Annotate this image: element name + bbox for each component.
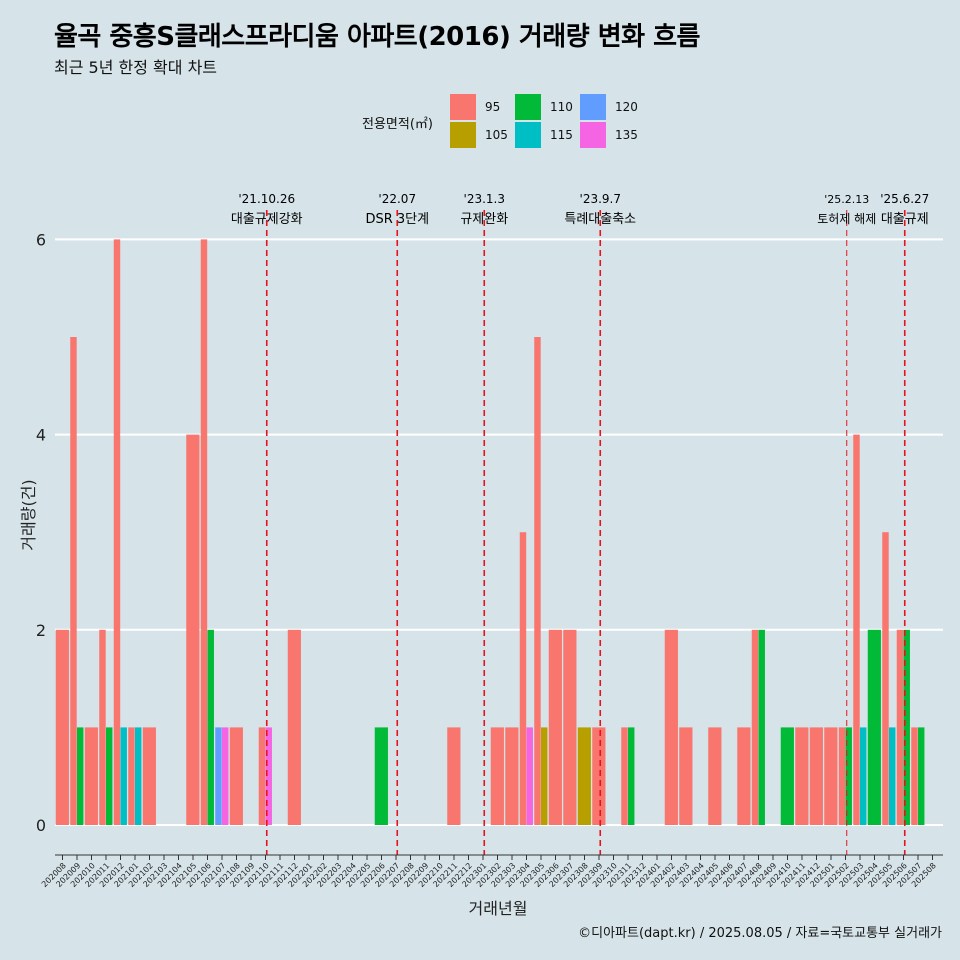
bar-202503-115 [860,727,867,825]
chart-title: 율곡 중흥S클래스프라디움 아파트(2016) 거래량 변화 흐름 [54,22,700,52]
event-date-202502: '25.2.13 [824,193,869,206]
bar-202505-115 [889,727,896,825]
bar-202107-120 [215,727,222,825]
bar-202305-105 [541,727,548,825]
event-date-202506: '25.6.27 [880,192,929,206]
source-caption: ©디아파트(dapt.kr) / 2025.08.05 / 자료=국토교통부 실… [578,926,942,941]
bar-202501-95 [824,727,838,825]
bar-202105-95 [186,434,200,825]
y-tick-label: 4 [36,426,46,445]
x-axis-title: 거래년월 [469,899,528,918]
bar-202106-110 [207,629,214,825]
bars [55,239,925,825]
bar-202112-95 [287,629,301,825]
y-axis: 0 2 4 6 거래량(건) [19,230,46,835]
bar-202308-105 [577,727,591,825]
bar-202407-95 [737,727,751,825]
legend-label-115: 115 [550,128,573,142]
event-date-202110: '21.10.26 [238,192,295,206]
bar-202408-110 [758,629,765,825]
bar-202106-95 [200,239,208,825]
y-axis-title: 거래량(건) [19,479,38,550]
bar-202403-95 [679,727,693,825]
y-tick-label: 2 [36,621,46,640]
bar-202506-95 [896,629,904,825]
legend-swatch-95 [450,94,476,120]
bar-202412-95 [809,727,823,825]
bar-202503-95 [853,434,860,825]
bar-202311-95 [621,727,628,825]
event-label-202110: 대출규제강화 [231,212,303,227]
event-date-202301: '23.1.3 [464,192,505,206]
bar-202309-95 [592,727,606,825]
bar-202110-95 [258,727,266,825]
bar-202505-95 [882,532,889,825]
event-label-202301: 규제완화 [460,212,508,227]
legend-swatch-115 [515,122,541,148]
bar-202101-115 [135,727,142,825]
bar-202010-95 [84,727,98,825]
bar-202008-95 [55,629,69,825]
bar-202012-115 [120,727,127,825]
event-label-202502: 토허제 해제 [817,212,876,226]
bar-202504-110 [867,629,881,825]
bar-202507-110 [918,727,925,825]
event-label-202309: 특례대출축소 [564,212,636,227]
bar-202304-135 [526,727,533,825]
bar-202108-95 [229,727,243,825]
bar-202107-135 [222,727,229,825]
bar-202305-95 [534,337,541,825]
bar-202110-135 [265,727,272,825]
legend-swatch-120 [580,94,606,120]
bar-202408-95 [751,629,759,825]
bar-202311-110 [628,727,635,825]
bar-202411-95 [795,727,809,825]
bar-202506-110 [903,629,910,825]
bar-202009-110 [77,727,84,825]
event-label-202506: 대출규제 [881,212,929,227]
bar-202011-110 [106,727,113,825]
legend-swatch-105 [450,122,476,148]
y-tick-label: 0 [36,816,46,835]
event-date-202207: '22.07 [378,192,416,206]
bar-202302-95 [490,727,504,825]
x-axis: 2020082020092020102020112020122021012021… [40,854,943,918]
event-date-202309: '23.9.7 [580,192,621,206]
legend: 전용면적(㎡) 95 105 110 115 120 135 [362,94,638,148]
bar-202303-95 [505,727,519,825]
legend-swatch-110 [515,94,541,120]
bar-202211-95 [447,727,461,825]
bar-202502-95 [838,727,846,825]
bar-202009-95 [70,337,77,825]
event-label-202207: DSR 3단계 [365,212,429,227]
bar-202502-110 [845,727,852,825]
bar-202206-110 [374,727,388,825]
bar-202307-95 [563,629,577,825]
bar-202410-110 [780,727,794,825]
event-markers: '21.10.26 대출규제강화 '22.07 DSR 3단계 '23.1.3 규제완화 '… [231,192,929,855]
legend-label-105: 105 [485,128,508,142]
y-tick-label: 6 [36,230,46,249]
legend-label-135: 135 [615,128,638,142]
bar-202102-95 [142,727,156,825]
legend-label-110: 110 [550,100,573,114]
bar-202405-95 [708,727,722,825]
bar-202306-95 [548,629,562,825]
bar-202101-95 [128,727,135,825]
legend-label-95: 95 [485,100,500,114]
bar-202402-95 [664,629,678,825]
bar-202011-95 [99,629,106,825]
bar-202012-95 [113,239,121,825]
legend-label-120: 120 [615,100,638,114]
legend-title: 전용면적(㎡) [362,117,433,132]
bar-202507-95 [911,727,918,825]
bar-202304-95 [519,532,527,825]
chart-subtitle: 최근 5년 한정 확대 차트 [54,58,218,77]
legend-swatch-135 [580,122,606,148]
